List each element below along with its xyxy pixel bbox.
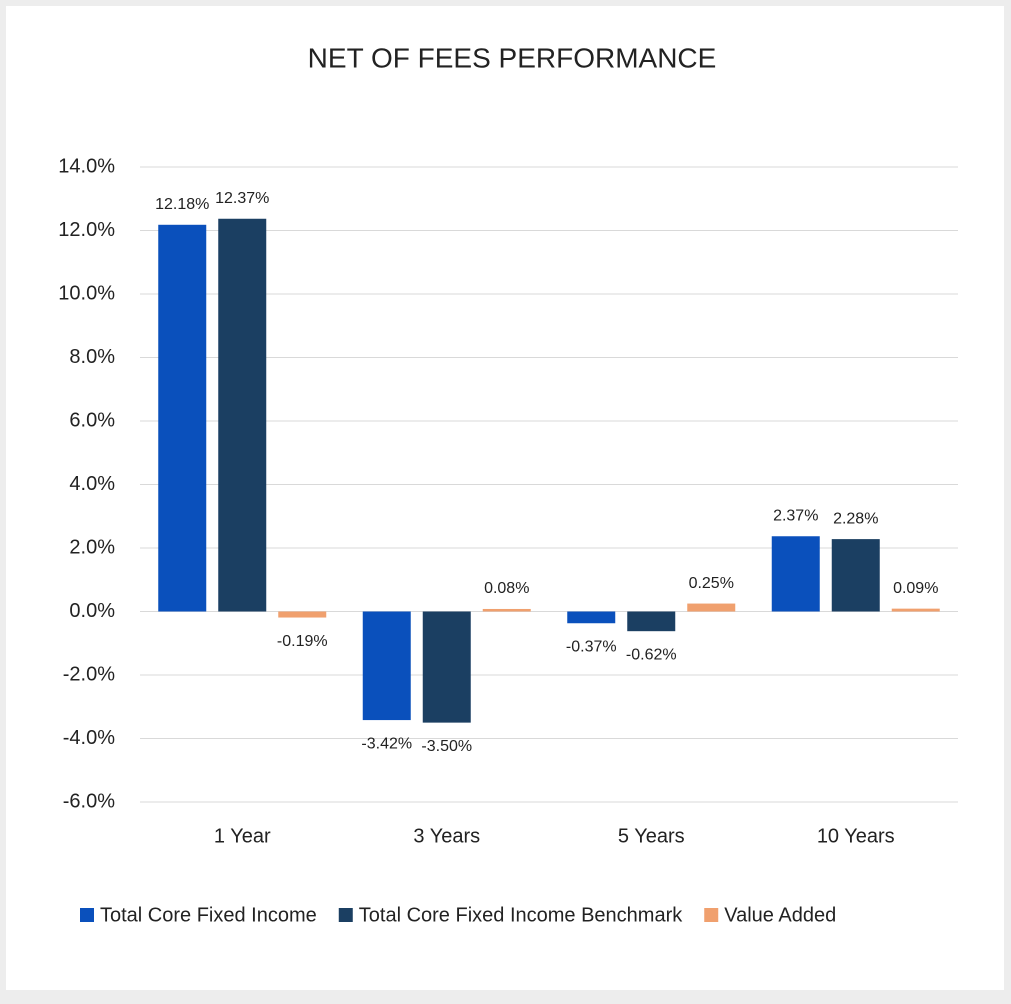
y-tick-label: 12.0% — [58, 219, 115, 241]
y-tick-label: -6.0% — [63, 790, 115, 812]
legend-swatch — [80, 908, 94, 922]
bar — [687, 603, 736, 612]
bar — [218, 218, 267, 612]
data-label: 0.09% — [893, 580, 938, 597]
bar — [278, 611, 327, 618]
y-tick-label: 14.0% — [58, 155, 115, 177]
x-tick-label: 10 Years — [817, 825, 895, 847]
data-label: 0.25% — [689, 575, 734, 592]
data-label: -0.37% — [566, 638, 617, 655]
bar — [482, 608, 531, 612]
bar — [362, 611, 411, 721]
y-tick-label: -2.0% — [63, 663, 115, 685]
x-tick-label: 1 Year — [214, 825, 271, 847]
y-tick-label: 10.0% — [58, 282, 115, 304]
y-tick-label: -4.0% — [63, 727, 115, 749]
data-label: 2.37% — [773, 507, 818, 524]
y-tick-label: 2.0% — [69, 536, 115, 558]
data-label: -0.19% — [277, 633, 328, 650]
bar — [158, 224, 207, 612]
data-label: 12.18% — [155, 196, 209, 213]
legend-label: Value Added — [724, 904, 836, 926]
data-label: -3.42% — [361, 735, 412, 752]
y-tick-label: 0.0% — [69, 600, 115, 622]
bar — [891, 608, 940, 612]
legend-swatch — [704, 908, 719, 922]
bar — [627, 611, 676, 632]
data-label: 2.28% — [833, 510, 878, 527]
y-tick-label: 8.0% — [69, 346, 115, 368]
bar — [567, 611, 616, 624]
bar — [771, 536, 820, 612]
legend-label: Total Core Fixed Income Benchmark — [359, 904, 683, 926]
legend-label: Total Core Fixed Income — [100, 904, 317, 926]
bar — [422, 611, 471, 723]
data-label: -0.62% — [626, 646, 677, 663]
data-label: 0.08% — [484, 580, 529, 597]
y-tick-label: 6.0% — [69, 409, 115, 431]
bar — [831, 539, 880, 612]
chart-title: NET OF FEES PERFORMANCE — [308, 42, 717, 73]
x-tick-label: 5 Years — [618, 825, 685, 847]
x-tick-label: 3 Years — [413, 825, 480, 847]
y-tick-label: 4.0% — [69, 473, 115, 495]
data-label: -3.50% — [421, 738, 472, 755]
legend-swatch — [338, 908, 353, 922]
data-label: 12.37% — [215, 190, 269, 207]
